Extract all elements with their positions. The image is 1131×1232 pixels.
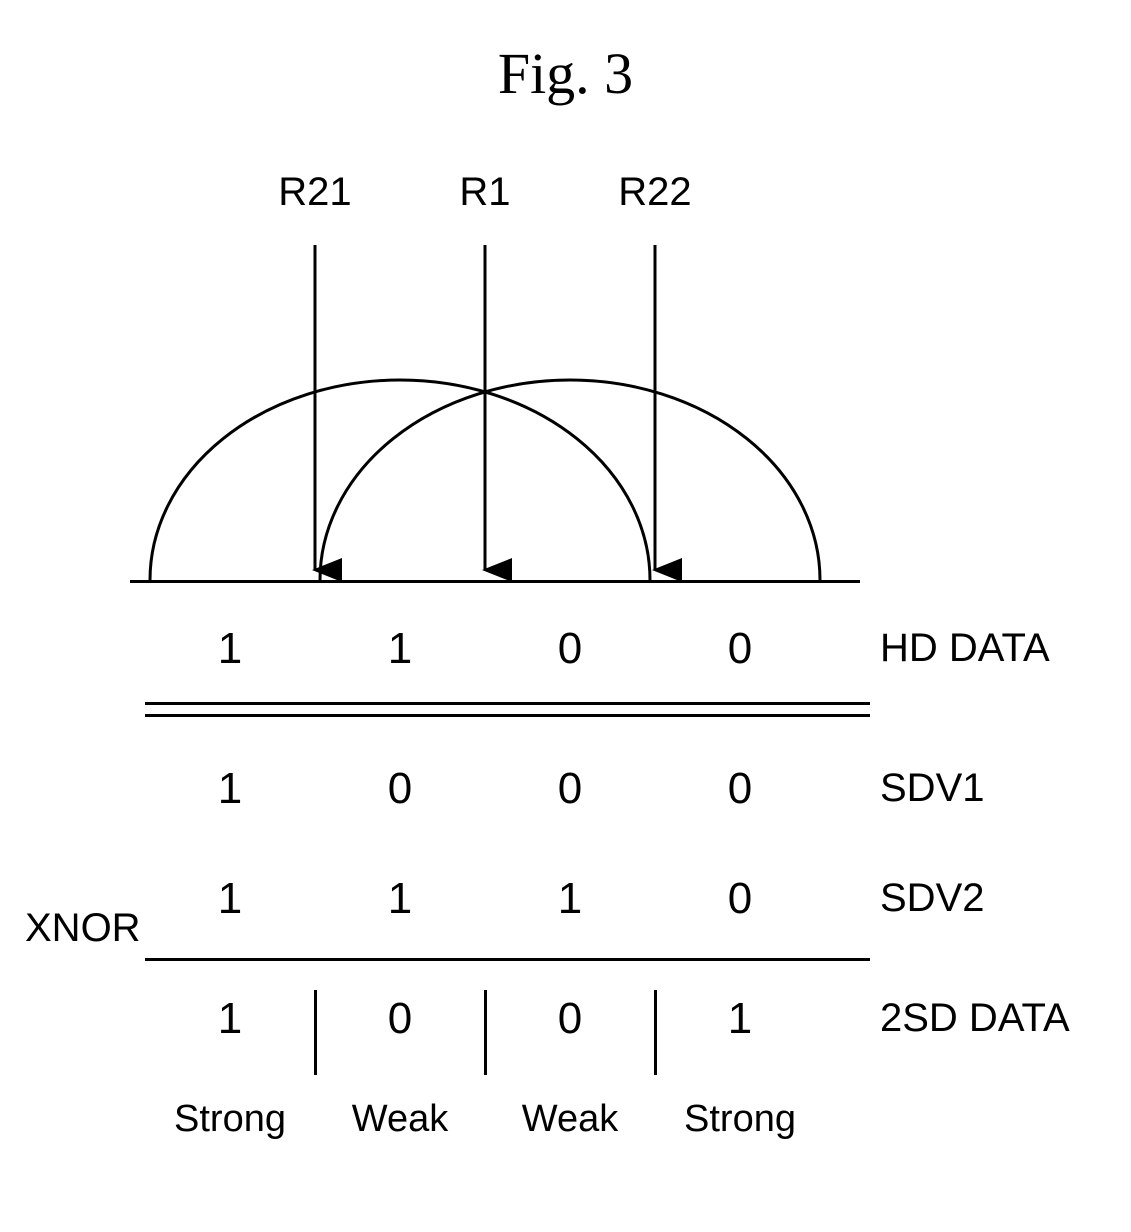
strength-1: Weak xyxy=(315,1098,485,1141)
sdv1-value-1: 0 xyxy=(350,764,450,814)
sdv1-value-1-text: 0 xyxy=(388,764,412,813)
sdv2-label-text: SDV2 xyxy=(880,876,985,920)
sdv2-label: SDV2 xyxy=(880,876,985,921)
sdv1-value-0-text: 1 xyxy=(218,764,242,813)
sdv1-value-3: 0 xyxy=(690,764,790,814)
sdv1-value-3-text: 0 xyxy=(728,764,752,813)
strength-2: Weak xyxy=(485,1098,655,1141)
double-rule-bottom xyxy=(145,714,870,717)
hd-value-1: 1 xyxy=(350,624,450,674)
tick-0 xyxy=(314,990,317,1075)
hd-label-text: HD DATA xyxy=(880,626,1050,670)
sdv2-value-1-text: 1 xyxy=(388,874,412,923)
out-value-2: 0 xyxy=(520,994,620,1044)
sdv1-value-2: 0 xyxy=(520,764,620,814)
hd-value-2: 0 xyxy=(520,624,620,674)
strength-3: Strong xyxy=(655,1098,825,1141)
sdv1-label-text: SDV1 xyxy=(880,766,985,810)
strength-0: Strong xyxy=(145,1098,315,1141)
sdv2-value-0-text: 1 xyxy=(218,874,242,923)
out-value-3: 1 xyxy=(690,994,790,1044)
sdv2-value-3: 0 xyxy=(690,874,790,924)
out-label-text: 2SD DATA xyxy=(880,996,1070,1040)
xnor-label: XNOR xyxy=(25,906,141,951)
sdv1-value-0: 1 xyxy=(180,764,280,814)
hd-value-2-text: 0 xyxy=(558,624,582,673)
hd-label: HD DATA xyxy=(880,626,1050,671)
out-value-2-text: 0 xyxy=(558,994,582,1043)
strength-0-text: Strong xyxy=(174,1098,286,1140)
strength-1-text: Weak xyxy=(352,1098,448,1140)
sdv2-value-2-text: 1 xyxy=(558,874,582,923)
sdv1-value-2-text: 0 xyxy=(558,764,582,813)
hd-value-0-text: 1 xyxy=(218,624,242,673)
xnor-rule xyxy=(145,958,870,961)
arrows-svg xyxy=(0,0,1131,1232)
out-value-3-text: 1 xyxy=(728,994,752,1043)
strength-3-text: Strong xyxy=(684,1098,796,1140)
strength-2-text: Weak xyxy=(522,1098,618,1140)
hd-value-3-text: 0 xyxy=(728,624,752,673)
sdv1-label: SDV1 xyxy=(880,766,985,811)
xnor-label-text: XNOR xyxy=(25,906,141,950)
hd-value-0: 1 xyxy=(180,624,280,674)
sdv2-value-3-text: 0 xyxy=(728,874,752,923)
hd-value-1-text: 1 xyxy=(388,624,412,673)
out-label: 2SD DATA xyxy=(880,996,1070,1041)
sdv2-value-1: 1 xyxy=(350,874,450,924)
tick-2 xyxy=(654,990,657,1075)
out-value-1: 0 xyxy=(350,994,450,1044)
out-value-0: 1 xyxy=(180,994,280,1044)
out-value-0-text: 1 xyxy=(218,994,242,1043)
baseline xyxy=(130,580,860,583)
hd-value-3: 0 xyxy=(690,624,790,674)
tick-1 xyxy=(484,990,487,1075)
sdv2-value-0: 1 xyxy=(180,874,280,924)
double-rule-top xyxy=(145,702,870,705)
out-value-1-text: 0 xyxy=(388,994,412,1043)
sdv2-value-2: 1 xyxy=(520,874,620,924)
